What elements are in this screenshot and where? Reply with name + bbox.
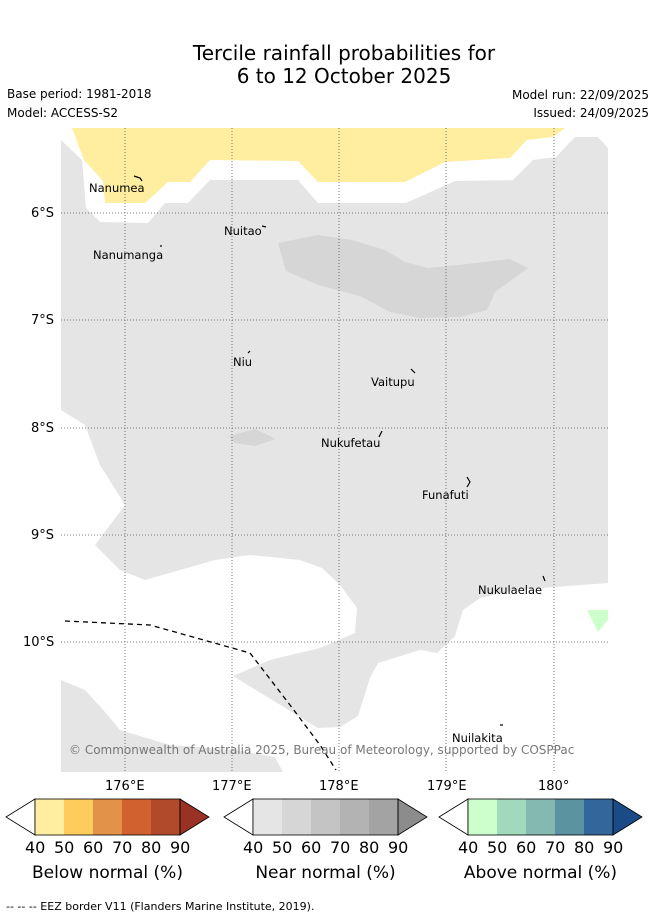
colorbar-below-min-arrow — [5, 798, 36, 836]
island-nukulaelae — [542, 575, 546, 582]
place-label-vaitupu: Vaitupu — [371, 375, 415, 389]
colorbar-near-title: Near normal (%) — [255, 863, 396, 883]
colorbar-near-normal — [223, 798, 428, 836]
colorbar-below-tick-90: 90 — [170, 838, 191, 857]
island-nanumea — [133, 175, 143, 182]
colorbar-below-swatch-70 — [122, 799, 151, 835]
issued-date: Issued: 24/09/2025 — [533, 106, 649, 120]
place-label-nukufetau: Nukufetau — [321, 436, 381, 450]
colorbar-above-tick-80: 80 — [574, 838, 595, 857]
colorbar-below-tick-80: 80 — [141, 838, 162, 857]
colorbar-near-max-arrow — [397, 798, 428, 836]
colorbar-below-normal — [5, 798, 210, 836]
lon-label-176e: 176°E — [105, 779, 145, 794]
lon-label-179e: 179°E — [427, 779, 467, 794]
lat-label-10s: 10°S — [23, 635, 55, 650]
near-normal-bottom-left — [61, 680, 283, 772]
island-nuitao — [261, 225, 267, 228]
colorbar-above-swatch-40 — [468, 799, 497, 835]
lon-label-180: 180° — [538, 779, 570, 794]
eez-border-line — [64, 620, 337, 771]
place-label-nuilakita: Nuilakita — [452, 731, 503, 745]
map-title: Tercile rainfall probabilities for 6 to … — [0, 42, 655, 88]
colorbar-below-tick-70: 70 — [112, 838, 133, 857]
copyright-notice: © Commonwealth of Australia 2025, Bureau… — [69, 743, 575, 757]
near-normal-darker-patch — [229, 429, 276, 446]
base-period: Base period: 1981-2018 — [7, 87, 152, 101]
colorbar-above-tick-60: 60 — [516, 838, 537, 857]
island-vaitupu — [410, 368, 416, 374]
place-label-nanumanga: Nanumanga — [93, 248, 164, 262]
island-funafuti — [466, 476, 471, 488]
colorbar-above-swatch-80 — [584, 799, 613, 835]
place-label-funafuti: Funafuti — [422, 488, 469, 502]
colorbar-below-swatch-80 — [151, 799, 180, 835]
colorbar-above-tick-90: 90 — [603, 838, 624, 857]
lat-label-6s: 6°S — [31, 206, 55, 221]
colorbar-near-swatch-60 — [311, 799, 340, 835]
above-normal-patch — [587, 610, 608, 632]
eez-border-footnote: -- -- -- EEZ border V11 (Flanders Marine… — [6, 900, 315, 913]
place-label-nanumea: Nanumea — [89, 181, 145, 195]
below-normal-region — [72, 128, 565, 203]
colorbar-below-tick-50: 50 — [54, 838, 75, 857]
islands — [133, 175, 546, 726]
colorbar-near-tick-80: 80 — [359, 838, 380, 857]
lat-label-8s: 8°S — [31, 421, 55, 436]
gridlines — [61, 128, 608, 772]
place-label-nuitao: Nuitao — [224, 224, 262, 238]
colorbar-above-tick-40: 40 — [458, 838, 479, 857]
colorbar-above-title: Above normal (%) — [463, 863, 618, 883]
model-name: Model: ACCESS-S2 — [7, 106, 119, 120]
colorbar-near-swatch-80 — [369, 799, 398, 835]
colorbar-above-swatch-50 — [497, 799, 526, 835]
place-label-nukulaelae: Nukulaelae — [478, 583, 543, 597]
colorbar-below-max-arrow — [179, 798, 210, 836]
colorbar-near-tick-40: 40 — [243, 838, 264, 857]
colorbar-below-tick-60: 60 — [83, 838, 104, 857]
colorbar-below-frame — [34, 798, 181, 836]
lat-label-7s: 7°S — [31, 313, 55, 328]
place-label-niu: Niu — [233, 355, 253, 369]
title-line-1: Tercile rainfall probabilities for — [192, 41, 496, 65]
colorbar-near-tick-90: 90 — [388, 838, 409, 857]
colorbar-near-tick-60: 60 — [301, 838, 322, 857]
lat-label-9s: 9°S — [31, 528, 55, 543]
colorbar-above-normal — [438, 798, 643, 836]
colorbar-near-min-arrow — [223, 798, 254, 836]
colorbar-above-swatch-70 — [555, 799, 584, 835]
colorbar-above-min-arrow — [438, 798, 469, 836]
colorbar-above-tick-70: 70 — [545, 838, 566, 857]
colorbar-above-swatch-60 — [526, 799, 555, 835]
model-run: Model run: 22/09/2025 — [511, 88, 649, 102]
colorbar-below-swatch-50 — [64, 799, 93, 835]
colorbar-near-frame — [252, 798, 399, 836]
colorbar-near-swatch-70 — [340, 799, 369, 835]
colorbar-below-swatch-60 — [93, 799, 122, 835]
colorbar-near-swatch-40 — [253, 799, 282, 835]
island-niu — [247, 350, 251, 354]
colorbars — [5, 798, 643, 836]
lon-label-177e: 177°E — [212, 779, 252, 794]
island-nukufetau — [378, 430, 383, 438]
lon-label-178e: 178°E — [319, 779, 359, 794]
near-normal-darker-region — [278, 235, 528, 318]
title-line-2: 6 to 12 October 2025 — [236, 64, 452, 88]
colorbar-above-frame — [467, 798, 614, 836]
colorbar-below-swatch-40 — [35, 799, 64, 835]
colorbar-near-tick-70: 70 — [330, 838, 351, 857]
colorbar-above-tick-50: 50 — [487, 838, 508, 857]
colorbar-below-title: Below normal (%) — [32, 863, 183, 883]
colorbar-near-tick-50: 50 — [272, 838, 293, 857]
colorbar-near-swatch-50 — [282, 799, 311, 835]
colorbar-below-tick-40: 40 — [25, 838, 46, 857]
colorbar-above-max-arrow — [612, 798, 643, 836]
